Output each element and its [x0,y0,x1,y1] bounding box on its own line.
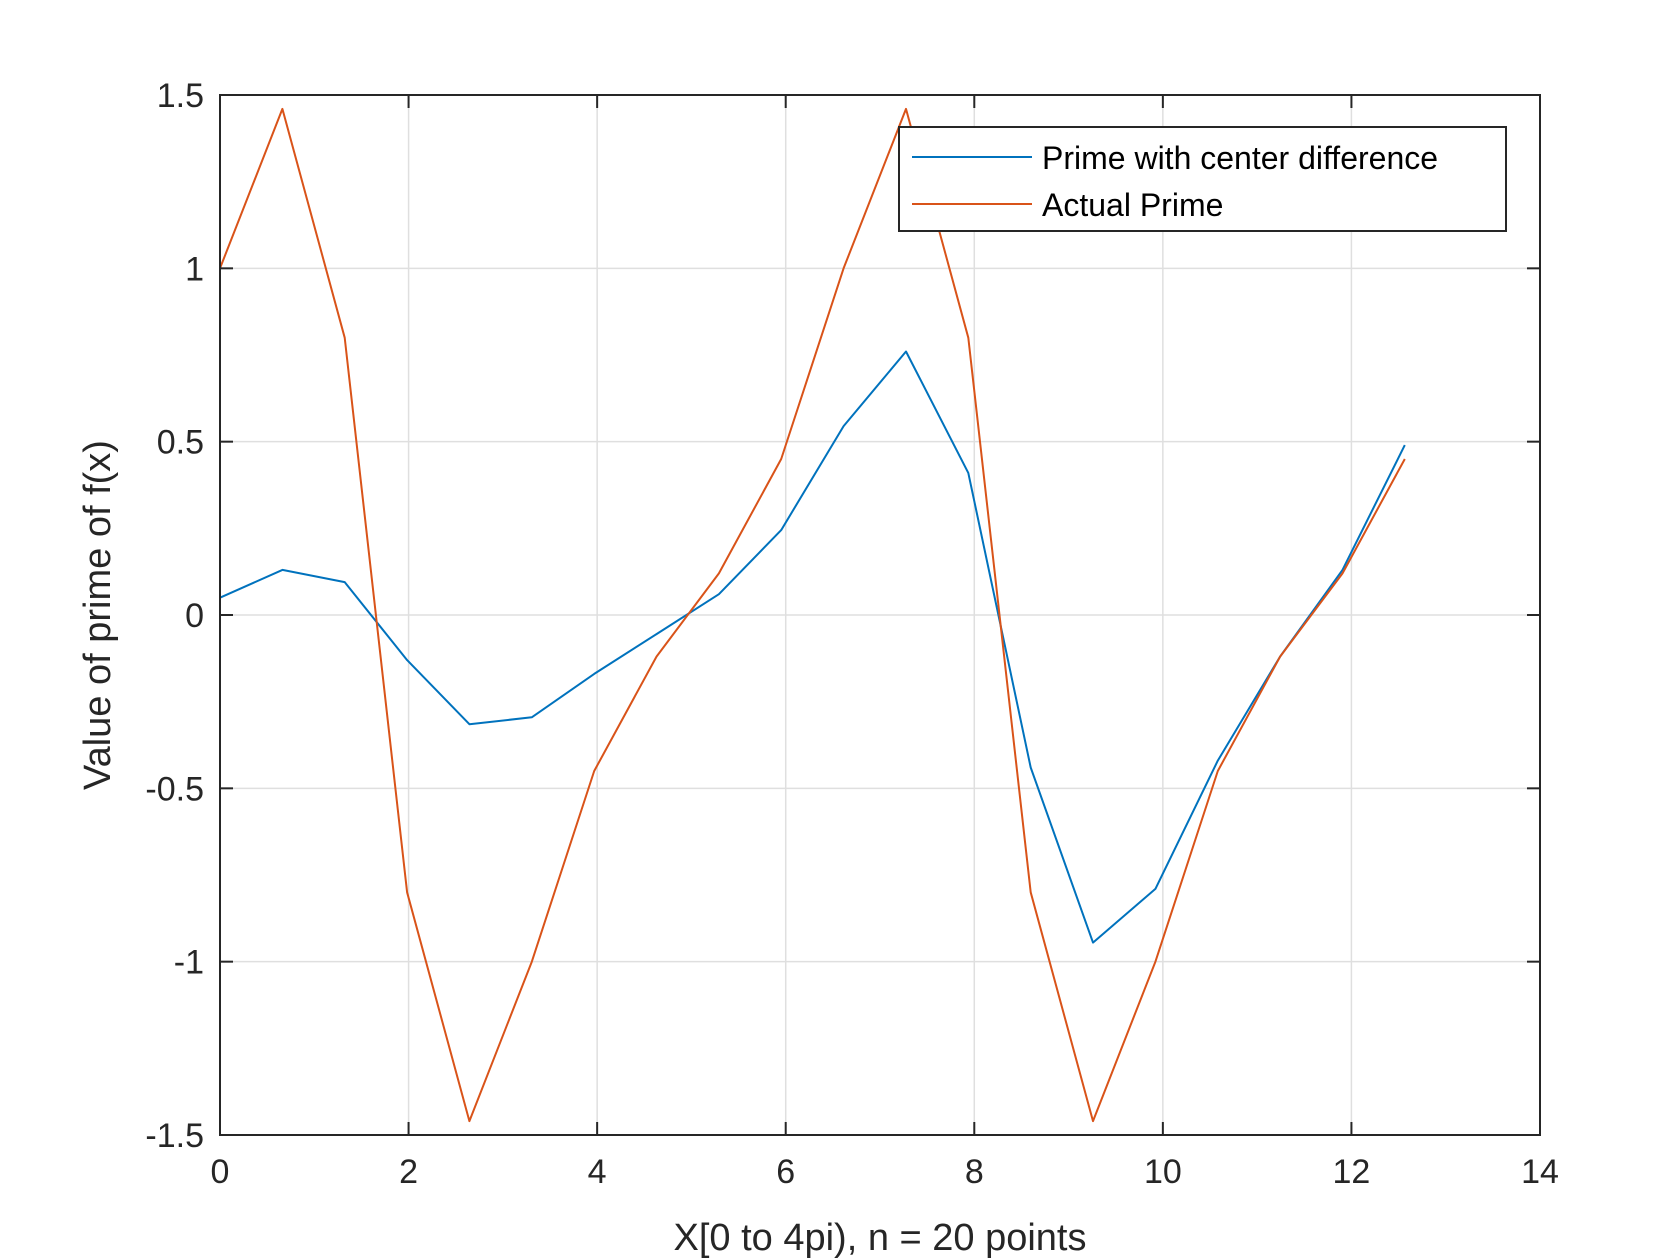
y-tick-label: -1 [174,944,204,982]
series-line-actual-prime [219,107,1406,1123]
x-tick-label: 10 [1144,1153,1182,1191]
legend-label-actual-prime: Actual Prime [1042,187,1223,223]
x-tick-label: 0 [211,1153,230,1191]
y-tick-label: 0 [185,597,204,635]
x-axis-label: X[0 to 4pi), n = 20 points [674,1217,1087,1259]
series-layer [219,107,1406,1123]
x-tick-label: 4 [588,1153,607,1191]
legend-label-center-difference: Prime with center difference [1042,140,1438,176]
series-line-center-difference [219,350,1406,944]
x-tick-label: 2 [399,1153,418,1191]
tick-marks [219,94,1541,1136]
x-tick-label: 8 [965,1153,984,1191]
y-tick-label: -1.5 [145,1117,204,1155]
legend: Prime with center difference Actual Prim… [898,126,1507,232]
tick-labels: 0 2 4 6 8 10 12 14 -1.5 -1 -0.5 0 0.5 1 1.5 [145,77,1559,1191]
legend-box [898,126,1507,232]
y-tick-label: 0.5 [157,424,204,462]
x-tick-label: 12 [1333,1153,1371,1191]
x-tick-label: 14 [1521,1153,1559,1191]
y-tick-label: -0.5 [145,770,204,808]
y-tick-label: 1.5 [157,77,204,115]
y-axis-label: Value of prime of f(x) [77,440,119,790]
y-tick-label: 1 [185,250,204,288]
x-tick-label: 6 [776,1153,795,1191]
